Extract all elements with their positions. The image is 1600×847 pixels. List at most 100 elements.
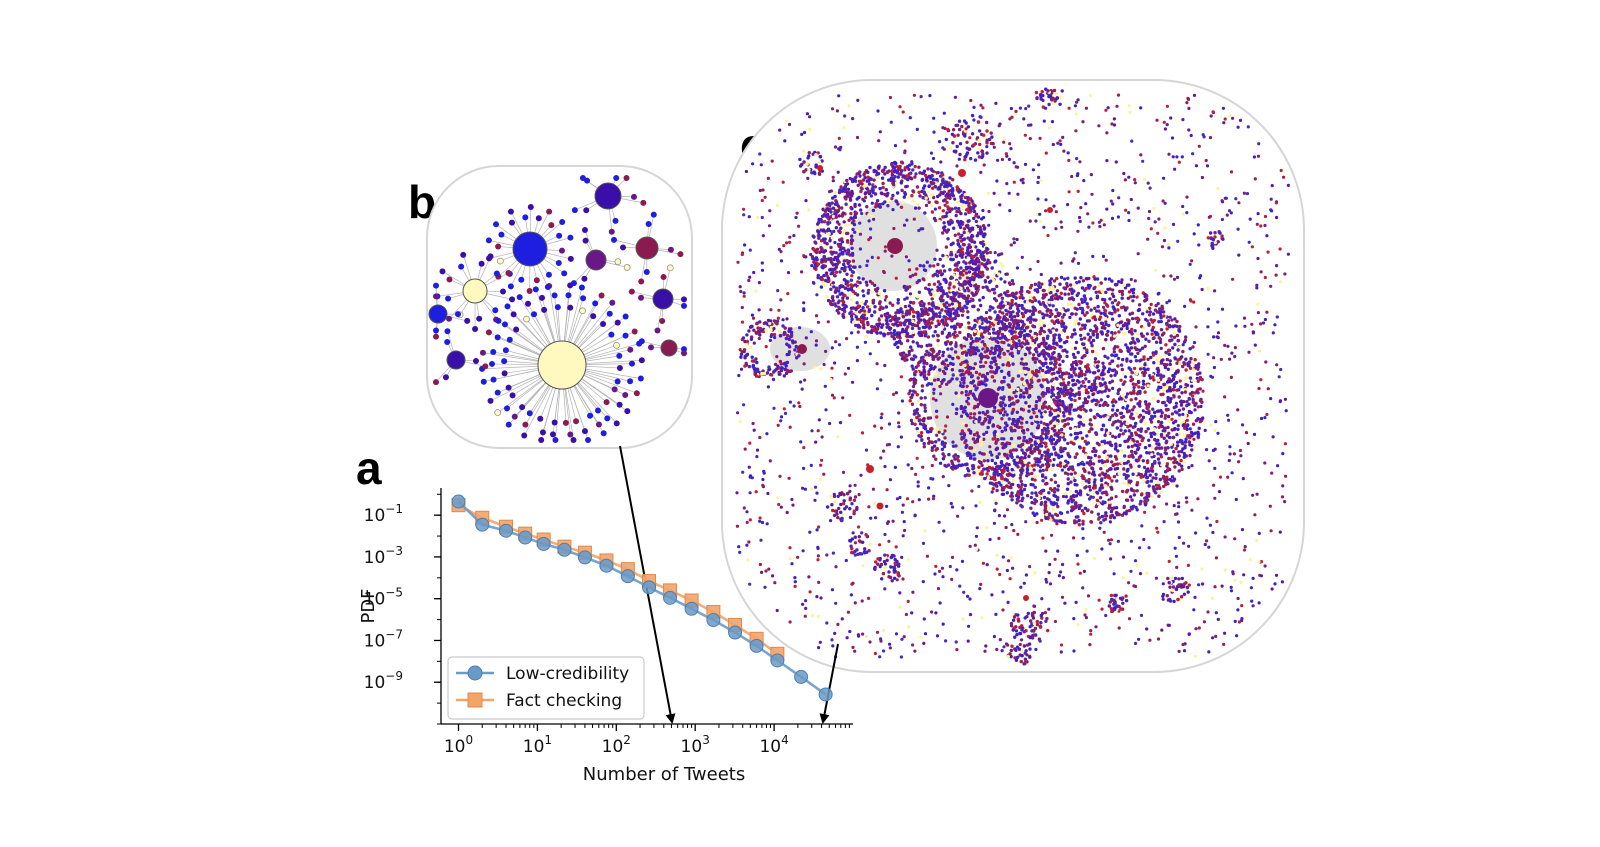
network-node [1020, 499, 1023, 502]
network-node [818, 251, 821, 254]
network-node [937, 378, 940, 381]
network-node [1166, 396, 1169, 399]
network-node [615, 320, 621, 326]
network-node [1114, 442, 1117, 445]
network-node [632, 329, 638, 335]
network-node [1045, 435, 1048, 438]
network-node [609, 300, 615, 306]
network-node [1074, 312, 1077, 315]
network-node [1199, 420, 1202, 423]
network-node [1121, 293, 1124, 296]
network-node [1078, 422, 1081, 425]
network-node [927, 302, 930, 305]
network-node [829, 288, 832, 291]
network-node [1114, 299, 1117, 302]
network-node [444, 328, 450, 334]
network-node [981, 411, 984, 414]
network-node [571, 280, 577, 286]
network-node [954, 234, 957, 237]
network-node [868, 166, 871, 169]
network-node [1029, 416, 1032, 419]
network-node [1026, 464, 1029, 467]
network-node [495, 318, 501, 324]
network-node [922, 304, 925, 307]
network-node [1011, 468, 1014, 471]
network-node [874, 205, 877, 208]
network-node [988, 418, 991, 421]
network-node [993, 468, 996, 471]
network-node [1144, 338, 1147, 341]
network-node [1077, 351, 1080, 354]
network-node [1032, 318, 1035, 321]
network-node [1038, 449, 1041, 452]
network-node [1147, 324, 1150, 327]
network-node [1026, 428, 1029, 431]
network-node [1125, 490, 1128, 493]
network-node [1085, 287, 1088, 290]
network-node [559, 219, 565, 225]
network-node [1176, 348, 1179, 351]
network-node [960, 391, 963, 394]
network-node [923, 442, 926, 445]
network-node [1067, 381, 1070, 384]
network-node [1151, 446, 1154, 449]
network-node [1078, 445, 1081, 448]
network-node [1151, 476, 1154, 479]
network-node [1138, 308, 1141, 311]
network-node [1133, 367, 1136, 370]
network-node [1024, 371, 1027, 374]
network-node [1019, 394, 1022, 397]
network-node [1062, 286, 1065, 289]
network-node [541, 307, 547, 313]
network-node [1164, 343, 1167, 346]
network-node [873, 329, 876, 332]
network-node [912, 301, 915, 304]
network-node [873, 305, 876, 308]
network-node [862, 326, 865, 329]
network-node [1164, 366, 1167, 369]
network-node [1030, 491, 1033, 494]
network-node [1097, 502, 1100, 505]
network-node [859, 208, 862, 211]
network-node [1002, 304, 1005, 307]
network-node [975, 371, 978, 374]
network-node [524, 316, 530, 322]
network-node [1001, 442, 1004, 445]
network-node [934, 440, 937, 443]
network-node [1160, 328, 1163, 331]
network-node [1146, 368, 1149, 371]
network-node [958, 323, 961, 326]
network-node [1085, 277, 1088, 280]
network-node [1123, 473, 1126, 476]
network-node [1083, 327, 1086, 330]
network-node [1096, 442, 1099, 445]
network-node [1081, 482, 1084, 485]
network-node [1183, 446, 1186, 449]
network-node [488, 398, 494, 404]
network-node [1127, 350, 1130, 353]
network-node [1120, 363, 1123, 366]
network-node [849, 212, 852, 215]
network-node [1175, 320, 1178, 323]
network-node [1030, 501, 1033, 504]
network-node [1102, 500, 1105, 503]
network-node [1045, 293, 1048, 296]
network-node [827, 299, 830, 302]
network-node [974, 352, 977, 355]
network-node [872, 209, 875, 212]
network-node [1074, 347, 1077, 350]
network-node [1062, 462, 1065, 465]
network-node [1043, 451, 1046, 454]
network-node [1129, 495, 1132, 498]
network-node [963, 364, 966, 367]
network-node [986, 372, 989, 375]
network-node [1064, 471, 1067, 474]
network-node [1121, 358, 1124, 361]
network-node [896, 301, 899, 304]
network-node [681, 303, 687, 309]
network-node [909, 378, 912, 381]
network-node [608, 332, 614, 338]
network-node [555, 304, 561, 310]
network-node [1058, 334, 1061, 337]
network-node [962, 410, 965, 413]
